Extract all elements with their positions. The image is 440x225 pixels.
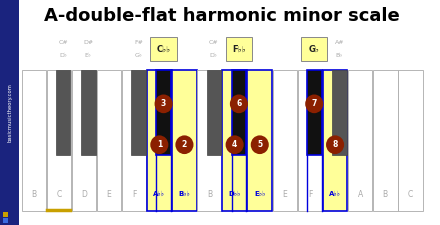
Text: 7: 7	[312, 99, 317, 108]
Circle shape	[251, 135, 269, 154]
Text: B: B	[31, 190, 37, 199]
Bar	[131, 70, 146, 155]
Text: E♭♭: E♭♭	[254, 191, 265, 197]
Text: A-double-flat harmonic minor scale: A-double-flat harmonic minor scale	[44, 7, 400, 25]
Text: B: B	[383, 190, 388, 199]
Bar	[147, 70, 172, 211]
Text: 1: 1	[157, 140, 162, 149]
Circle shape	[176, 135, 194, 154]
Text: C: C	[408, 190, 413, 199]
Bar	[3, 218, 8, 223]
Bar	[172, 70, 197, 211]
Bar	[22, 70, 46, 211]
Text: A♭♭: A♭♭	[329, 191, 341, 197]
Bar	[3, 212, 8, 217]
Text: A#: A#	[334, 40, 344, 45]
Text: E♭: E♭	[85, 53, 92, 58]
Bar	[156, 70, 171, 155]
Text: 2: 2	[182, 140, 187, 149]
Circle shape	[154, 94, 172, 113]
Bar	[373, 70, 398, 211]
Text: D♭♭: D♭♭	[228, 191, 241, 197]
Bar	[72, 70, 96, 211]
Bar	[226, 37, 252, 61]
Bar	[273, 70, 297, 211]
Text: C: C	[56, 190, 62, 199]
Text: 3: 3	[161, 99, 166, 108]
Text: E: E	[282, 190, 287, 199]
Bar	[122, 70, 147, 211]
Bar	[222, 70, 247, 211]
Text: A♭♭: A♭♭	[154, 191, 165, 197]
Bar	[307, 70, 322, 155]
Text: G♭: G♭	[309, 45, 320, 54]
Text: 4: 4	[232, 140, 237, 149]
Circle shape	[230, 94, 248, 113]
Bar	[348, 70, 372, 211]
Bar	[398, 70, 423, 211]
Text: F: F	[308, 190, 312, 199]
Bar	[247, 70, 272, 211]
Circle shape	[305, 94, 323, 113]
Text: F#: F#	[134, 40, 143, 45]
Text: 5: 5	[257, 140, 262, 149]
Text: A: A	[358, 190, 363, 199]
Bar	[301, 37, 327, 61]
Text: F: F	[132, 190, 136, 199]
Text: D♭: D♭	[59, 53, 67, 58]
Text: B: B	[207, 190, 212, 199]
Text: D: D	[81, 190, 87, 199]
Text: C#: C#	[59, 40, 68, 45]
Text: E: E	[107, 190, 111, 199]
Text: 6: 6	[236, 99, 242, 108]
Bar	[298, 70, 322, 211]
Text: D♭: D♭	[210, 53, 218, 58]
Text: D#: D#	[83, 40, 93, 45]
Bar	[97, 70, 121, 211]
Bar	[47, 70, 71, 211]
Bar	[206, 70, 221, 155]
Bar	[0, 0, 19, 225]
Bar	[56, 70, 70, 155]
Bar	[323, 70, 347, 211]
Text: C#: C#	[209, 40, 219, 45]
Bar	[150, 37, 177, 61]
Text: basicmusictheory.com: basicmusictheory.com	[7, 83, 12, 142]
Circle shape	[150, 135, 169, 154]
Text: B♭: B♭	[336, 53, 343, 58]
Text: F♭♭: F♭♭	[232, 45, 246, 54]
Text: G♭: G♭	[135, 53, 143, 58]
Text: C♭♭: C♭♭	[157, 45, 171, 54]
Circle shape	[326, 135, 344, 154]
Bar	[197, 70, 222, 211]
Text: B♭♭: B♭♭	[179, 191, 191, 197]
Bar	[81, 70, 95, 155]
Bar	[332, 70, 347, 155]
Bar	[231, 70, 246, 155]
Text: 8: 8	[332, 140, 338, 149]
Circle shape	[226, 135, 244, 154]
